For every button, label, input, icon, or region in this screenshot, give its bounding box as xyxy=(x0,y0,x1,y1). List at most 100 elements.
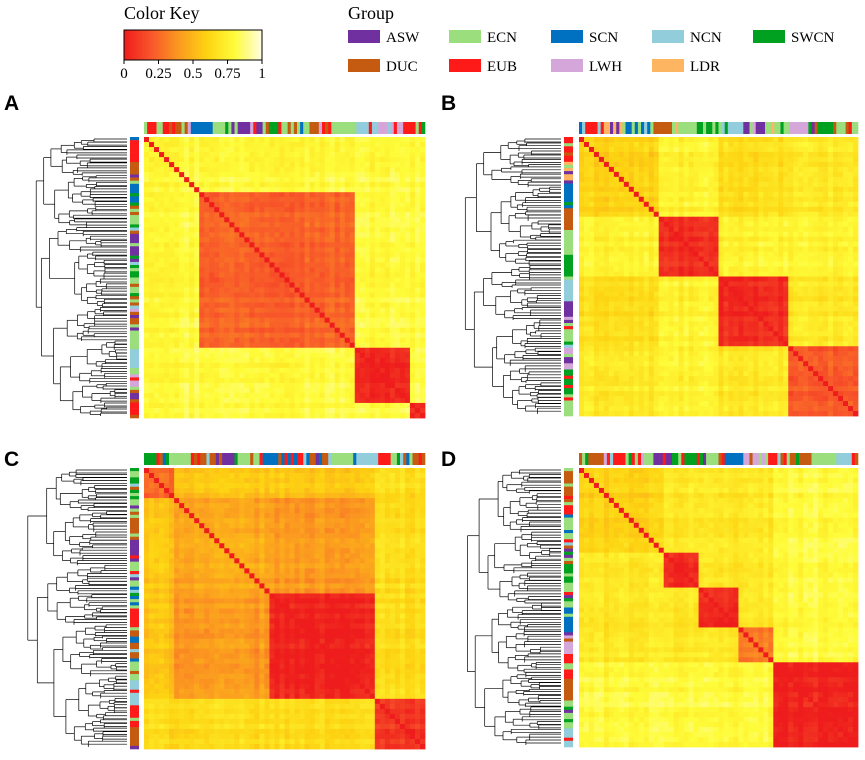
heatmap-cell xyxy=(149,367,155,374)
group-bar-segment xyxy=(130,283,139,288)
heatmap-cell xyxy=(234,247,240,253)
heatmap-cell xyxy=(628,191,635,198)
heatmap-cell xyxy=(688,186,694,193)
heatmap-cell xyxy=(673,206,680,213)
heatmap-cell xyxy=(234,242,240,248)
heatmap-cell xyxy=(269,167,275,173)
heatmap-cell xyxy=(788,201,794,208)
heatmap-cell xyxy=(369,302,376,309)
heatmap-cell xyxy=(239,187,245,193)
heatmap-cell xyxy=(688,171,694,178)
heatmap-cell xyxy=(274,252,280,258)
heatmap-cell xyxy=(289,282,295,288)
heatmap-cell xyxy=(603,206,610,213)
heatmap-cell xyxy=(364,322,371,329)
heatmap-cell xyxy=(179,292,185,298)
group-bar-segment xyxy=(290,122,295,134)
heatmap-cell xyxy=(149,202,155,208)
heatmap-cell xyxy=(793,151,799,158)
heatmap-cell xyxy=(169,282,175,288)
heatmap-cell xyxy=(234,292,240,298)
heatmap-cell xyxy=(698,216,704,223)
legend-label-asw: ASW xyxy=(386,30,420,46)
heatmap-cell xyxy=(284,367,290,374)
heatmap-cell xyxy=(848,156,854,163)
heatmap-cell xyxy=(304,142,310,148)
heatmap-cell xyxy=(174,357,180,364)
heatmap-cell xyxy=(334,142,341,148)
heatmap-cell xyxy=(174,162,180,168)
heatmap-cell xyxy=(294,217,300,223)
heatmap-cell xyxy=(159,137,165,143)
heatmap-cell xyxy=(399,217,406,223)
heatmap-cell xyxy=(319,277,326,283)
heatmap-cell xyxy=(264,197,270,203)
heatmap-cell xyxy=(169,207,175,213)
heatmap-cell xyxy=(399,317,406,324)
heatmap-cell xyxy=(304,297,310,303)
group-bar-segment xyxy=(147,122,151,134)
heatmap-cell xyxy=(239,162,245,168)
heatmap-cell xyxy=(593,241,600,248)
heatmap-cell xyxy=(309,327,316,334)
heatmap-cell xyxy=(149,162,155,168)
heatmap-cell xyxy=(828,226,834,233)
heatmap-cell xyxy=(244,142,250,148)
heatmap-cell xyxy=(823,216,829,223)
heatmap-cell xyxy=(264,222,270,228)
heatmap-cell xyxy=(289,187,295,193)
heatmap-cell xyxy=(658,231,665,238)
heatmap-cell xyxy=(698,241,704,248)
heatmap-cell xyxy=(334,317,341,324)
heatmap-cell xyxy=(678,196,685,203)
heatmap-cell xyxy=(419,167,426,173)
heatmap-cell xyxy=(618,137,625,143)
heatmap-cell xyxy=(349,227,356,233)
legend-swatch-scn xyxy=(551,30,583,43)
heatmap-cell xyxy=(319,397,326,404)
heatmap-cell xyxy=(314,182,321,188)
heatmap-cell xyxy=(354,412,361,419)
heatmap-cell xyxy=(638,241,645,248)
heatmap-cell xyxy=(159,322,165,329)
heatmap-cell xyxy=(184,272,190,278)
heatmap-cell xyxy=(748,236,754,243)
heatmap-cell xyxy=(179,267,185,273)
heatmap-cell xyxy=(613,161,620,168)
heatmap-cell xyxy=(608,181,615,188)
heatmap-cell xyxy=(748,161,754,168)
heatmap-cell xyxy=(798,236,804,243)
heatmap-cell xyxy=(628,137,635,143)
group-bar-segment xyxy=(262,122,267,134)
heatmap-cell xyxy=(419,317,426,324)
heatmap-cell xyxy=(299,352,305,359)
heatmap-cell xyxy=(324,227,331,233)
heatmap-cell xyxy=(738,231,744,238)
heatmap-cell xyxy=(414,332,421,339)
heatmap-cell xyxy=(409,327,416,334)
heatmap-cell xyxy=(848,201,854,208)
heatmap-cell xyxy=(314,382,321,389)
heatmap-cell xyxy=(329,372,336,379)
heatmap-cell xyxy=(364,397,371,404)
heatmap-cell xyxy=(354,177,361,183)
heatmap-cell xyxy=(673,216,680,223)
heatmap-cell xyxy=(184,217,190,223)
heatmap-cell xyxy=(239,312,245,319)
heatmap-cell xyxy=(204,162,210,168)
heatmap-cell xyxy=(823,231,829,238)
heatmap-cell xyxy=(583,176,590,183)
heatmap-cell xyxy=(274,267,280,273)
heatmap-cell xyxy=(199,192,205,198)
heatmap-cell xyxy=(394,372,401,379)
heatmap-cell xyxy=(678,206,685,213)
heatmap-cell xyxy=(179,337,185,344)
heatmap-cell xyxy=(144,137,150,143)
heatmap-cell xyxy=(284,377,290,384)
heatmap-cell xyxy=(633,226,640,233)
heatmap-cell xyxy=(329,147,336,153)
heatmap-cell xyxy=(349,392,356,399)
heatmap-cell xyxy=(284,182,290,188)
heatmap-cell xyxy=(738,221,744,228)
heatmap-cell xyxy=(334,342,341,349)
